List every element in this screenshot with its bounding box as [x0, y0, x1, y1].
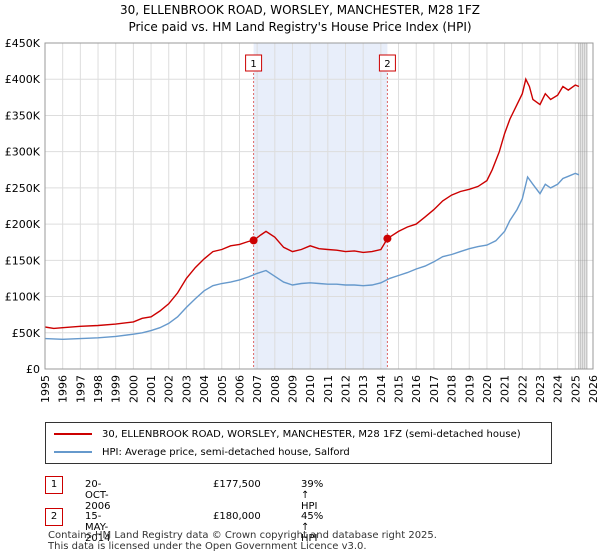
sale-marker-label: 2: [384, 59, 390, 70]
x-tick-label: 2009: [286, 375, 299, 403]
x-tick-label: 2006: [233, 375, 246, 403]
x-tick-label: 1998: [92, 375, 105, 403]
sale-marker-box: [378, 54, 396, 72]
sale-number-badge: 2: [45, 508, 63, 526]
chart-title-line2: Price paid vs. HM Land Registry's House …: [128, 20, 472, 34]
y-tick-label: £50K: [12, 327, 41, 340]
x-tick-label: 2026: [587, 375, 600, 403]
sale-hpi-change: 45% ↑ HPI: [301, 511, 324, 544]
y-tick-label: £400K: [5, 73, 41, 86]
x-tick-label: 2001: [145, 375, 158, 403]
legend-line-blue: [54, 451, 92, 453]
price-paid-series-line: [44, 77, 580, 330]
y-tick-label: £450K: [5, 37, 41, 50]
sale-number-badge: 1: [45, 476, 63, 494]
y-tick-label: £150K: [5, 254, 41, 267]
legend-item-hpi: HPI: Average price, semi-detached house,…: [54, 444, 350, 460]
y-tick-label: £300K: [5, 146, 41, 159]
x-tick-label: 2000: [127, 375, 140, 403]
x-tick-label: 1996: [57, 375, 70, 403]
x-tick-label: 2013: [357, 375, 370, 403]
legend: 30, ELLENBROOK ROAD, WORSLEY, MANCHESTER…: [45, 422, 552, 464]
x-tick-label: 2025: [569, 375, 582, 403]
x-tick-label: 2010: [304, 375, 317, 403]
x-tick-label: 2015: [393, 375, 406, 403]
sale-price: £177,500: [213, 479, 261, 490]
hpi-series-line: [44, 172, 580, 341]
x-tick-label: 2002: [163, 375, 176, 403]
plot-area: [44, 42, 594, 370]
x-tick-label: 2024: [552, 375, 565, 403]
x-tick-label: 2005: [216, 375, 229, 403]
y-tick-label: £200K: [5, 218, 41, 231]
y-tick-label: £250K: [5, 182, 41, 195]
footer-licence: This data is licensed under the Open Gov…: [48, 541, 367, 552]
sale-point: [383, 234, 392, 243]
x-tick-label: 2018: [446, 375, 459, 403]
x-tick-label: 2021: [499, 375, 512, 403]
footer: Contains HM Land Registry data © Crown c…: [48, 530, 437, 552]
sale-price: £180,000: [213, 511, 261, 522]
x-tick-label: 1999: [110, 375, 123, 403]
legend-line-red: [54, 433, 92, 435]
x-tick-label: 2003: [180, 375, 193, 403]
y-tick-label: £100K: [5, 291, 41, 304]
sale-period-shade: [253, 43, 388, 369]
x-tick-label: 2004: [198, 375, 211, 403]
x-tick-label: 2020: [481, 375, 494, 403]
x-tick-label: 2016: [410, 375, 423, 403]
legend-label-hpi: HPI: Average price, semi-detached house,…: [102, 446, 350, 458]
x-tick-label: 2007: [251, 375, 264, 403]
x-tick-label: 2014: [375, 375, 388, 403]
sale-point: [249, 236, 258, 245]
x-tick-label: 2011: [322, 375, 335, 403]
x-tick-label: 2022: [516, 375, 529, 403]
sale-date: 20-OCT-2006: [85, 479, 111, 512]
sale-date: 15-MAY-2014: [85, 511, 111, 544]
price-chart: £0 £50K £100K £150K £200K £250K £300K £350K £400…: [5, 37, 600, 403]
x-tick-label: 2012: [340, 375, 353, 403]
legend-label-property: 30, ELLENBROOK ROAD, WORSLEY, MANCHESTER…: [102, 428, 521, 440]
x-tick-label: 2023: [534, 375, 547, 403]
chart-title-line1: 30, ELLENBROOK ROAD, WORSLEY, MANCHESTER…: [120, 3, 480, 17]
x-tick-label: 1997: [74, 375, 87, 403]
sale-marker-label: 1: [250, 59, 256, 70]
sale-marker-box: [245, 54, 263, 72]
y-tick-label: £350K: [5, 109, 41, 122]
x-tick-label: 2019: [463, 375, 476, 403]
x-tick-label: 2008: [269, 375, 282, 403]
x-tick-label: 2017: [428, 375, 441, 403]
legend-item-property: 30, ELLENBROOK ROAD, WORSLEY, MANCHESTER…: [54, 426, 521, 442]
x-tick-label: 1995: [39, 375, 52, 403]
footer-copyright: Contains HM Land Registry data © Crown c…: [48, 530, 437, 541]
y-tick-label: £0: [26, 363, 40, 376]
sale-hpi-change: 39% ↑ HPI: [301, 479, 324, 512]
